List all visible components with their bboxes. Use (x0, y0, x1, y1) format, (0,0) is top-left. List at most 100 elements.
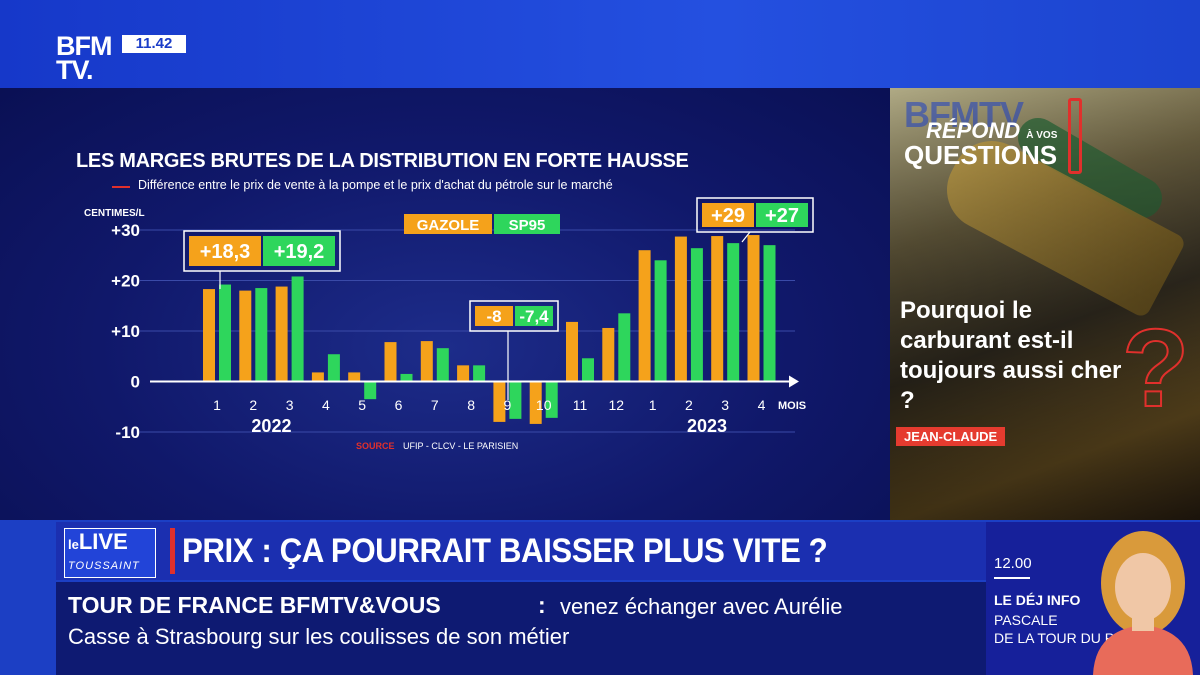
next-show-host-first: PASCALE (994, 612, 1058, 628)
live-badge (64, 528, 156, 578)
y-axis-label: CENTIMES/L (84, 208, 145, 219)
legend-label-sp95: SP95 (509, 217, 546, 234)
year-label: 2023 (687, 416, 727, 436)
subtitle-accent-line (112, 186, 130, 188)
asker-name: JEAN-CLAUDE (896, 427, 1006, 446)
legend-swatch-gazole (404, 214, 492, 234)
next-show-title: LE DÉJ INFO (994, 592, 1081, 608)
bar-gazole-14 (674, 236, 687, 382)
next-show-host-last: DE LA TOUR DU PIN (994, 630, 1129, 646)
top-band (0, 0, 1200, 88)
callout-sp95-swatch (263, 236, 335, 266)
callout-sp95-swatch (515, 306, 553, 326)
viewer-question: Pourquoi le carburant est-il toujours au… (900, 297, 1122, 414)
bar-sp95-16 (763, 245, 776, 382)
bar-gazole-2 (239, 290, 252, 382)
x-tick-label: 2 (685, 397, 693, 413)
x-tick-label: 9 (504, 397, 512, 413)
source-text: UFIP - CLCV - LE PARISIEN (403, 441, 518, 451)
callout-sp95-swatch (756, 203, 808, 227)
callout-gazole-value: +29 (711, 205, 745, 227)
headline: PRIX : ÇA POURRAIT BAISSER PLUS VITE ? (182, 532, 828, 570)
bar-gazole-7 (420, 341, 433, 382)
x-tick-label: 7 (431, 397, 439, 413)
bar-gazole-13 (638, 250, 651, 382)
x-tick-label: 6 (395, 397, 403, 413)
exclamation-icon (1068, 98, 1082, 174)
bar-sp95-9 (509, 381, 522, 419)
callout-gazole-swatch (189, 236, 261, 266)
callout-gazole-swatch (475, 306, 513, 326)
callout-box (183, 230, 341, 272)
bar-gazole-15 (711, 236, 724, 382)
presenter-photo (1093, 531, 1193, 675)
bar-gazole-6 (384, 342, 397, 382)
headline-bar (56, 522, 986, 580)
callout-sp95-value: +19,2 (274, 241, 325, 263)
segment-title-line1: RÉPOND À VOS (926, 118, 1058, 143)
question-panel: BFMTV RÉPOND À VOS QUESTIONS ? Pourquoi … (890, 88, 1200, 520)
bar-sp95-5 (364, 381, 377, 400)
x-tick-label: 12 (609, 397, 625, 413)
bar-sp95-12 (618, 313, 631, 382)
bar-sp95-4 (327, 354, 340, 382)
year-label: 2022 (251, 416, 291, 436)
bar-sp95-15 (727, 243, 740, 382)
ticker-title: TOUR DE FRANCE BFMTV&VOUS (68, 592, 441, 618)
y-tick-label: +20 (111, 272, 140, 291)
bar-sp95-2 (255, 288, 268, 382)
legend-label-gazole: GAZOLE (417, 217, 480, 234)
bar-gazole-5 (348, 372, 361, 382)
bar-sp95-8 (473, 365, 486, 382)
chart-title: LES MARGES BRUTES DE LA DISTRIBUTION EN … (76, 150, 689, 172)
bar-gazole-11 (566, 321, 578, 382)
ticker-separator: : (538, 592, 546, 618)
next-show-divider (994, 577, 1030, 579)
segment-brand: BFMTV (904, 94, 1024, 135)
live-host: TOUSSAINT (68, 560, 140, 572)
callout-sp95-value: +27 (765, 205, 799, 227)
x-tick-label: 2 (249, 397, 257, 413)
bar-gazole-8 (457, 365, 470, 382)
y-tick-label: +30 (111, 221, 140, 240)
x-tick-label: 11 (573, 397, 588, 413)
x-axis-label: MOIS (778, 400, 806, 412)
bar-sp95-13 (654, 260, 667, 382)
bar-sp95-14 (690, 248, 703, 382)
y-tick-label: 0 (131, 373, 140, 392)
bar-gazole-16 (747, 235, 760, 382)
bar-gazole-10 (529, 381, 542, 424)
x-tick-label: 3 (721, 397, 729, 413)
bar-sp95-6 (400, 373, 413, 382)
x-tick-label: 3 (286, 397, 294, 413)
callout-gazole-value: -8 (486, 307, 501, 326)
bar-gazole-4 (311, 372, 324, 382)
bar-gazole-12 (602, 327, 615, 382)
bar-gazole-1 (203, 289, 215, 382)
bar-sp95-11 (582, 358, 594, 382)
x-tick-label: 5 (358, 397, 366, 413)
bar-sp95-10 (545, 381, 558, 418)
clock: 11.42 (122, 35, 186, 53)
bar-gazole-3 (275, 286, 288, 382)
next-show-time: 12.00 (994, 555, 1032, 572)
bar-sp95-1 (219, 284, 231, 382)
source-label: SOURCE (356, 441, 395, 451)
x-axis-arrow-icon (789, 375, 799, 388)
bar-gazole-9 (493, 381, 506, 422)
callout-leader-line (741, 231, 751, 243)
callout-box (696, 197, 814, 233)
headline-accent (170, 528, 175, 574)
segment-title-line2: QUESTIONS (904, 140, 1058, 170)
question-mark-icon: ? (1121, 307, 1190, 430)
live-logo: leLIVE (68, 529, 128, 554)
channel-logo: BFM TV. (56, 31, 112, 85)
x-tick-label: 1 (213, 397, 221, 413)
callout-gazole-swatch (702, 203, 754, 227)
callout-gazole-value: +18,3 (200, 241, 251, 263)
x-tick-label: 1 (649, 397, 657, 413)
ticker-text-line1: venez échanger avec Aurélie (560, 594, 843, 619)
chart-panel (0, 88, 890, 520)
y-tick-label: +10 (111, 322, 140, 341)
